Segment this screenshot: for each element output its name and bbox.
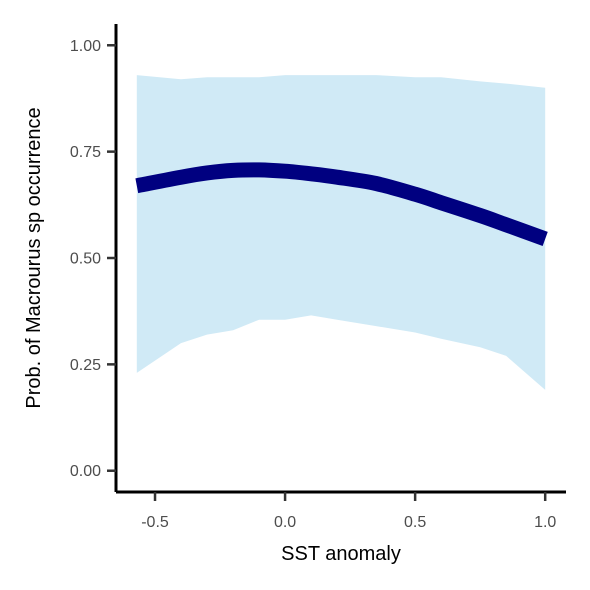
axes: 0.00 0.25 0.50 0.75 1.00 -0.5 0.0 0.5 1.0 xyxy=(70,24,566,531)
x-tick-label: 0.0 xyxy=(274,514,296,531)
plot-area xyxy=(135,75,548,390)
x-tick-label: 1.0 xyxy=(534,514,556,531)
y-tick-label: 0.25 xyxy=(70,357,101,374)
y-tick-label: 1.00 xyxy=(70,38,101,55)
y-tick-label: 0.75 xyxy=(70,144,101,161)
x-tick-label: 0.5 xyxy=(404,514,426,531)
y-tick-label: 0.50 xyxy=(70,251,101,268)
fitted-line xyxy=(135,162,548,246)
x-tick-label: -0.5 xyxy=(141,514,169,531)
x-axis-title: SST anomaly xyxy=(281,543,401,565)
y-tick-label: 0.00 xyxy=(70,463,101,480)
confidence-ribbon xyxy=(136,75,546,390)
y-axis-title: Prob. of Macrourus sp occurrence xyxy=(23,107,45,408)
